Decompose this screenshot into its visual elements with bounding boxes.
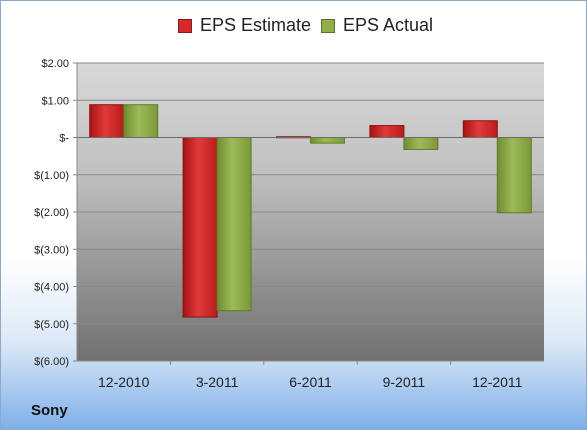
company-label: Sony <box>31 402 68 419</box>
y-tick-label: $(4.00) <box>34 282 69 294</box>
legend-swatch-estimate <box>178 18 192 33</box>
bar-eps-actual <box>123 104 159 138</box>
x-axis: 12-2010 3-2011 6-2011 9-2011 12-2011 <box>98 361 523 390</box>
legend-item-estimate: EPS Estimate <box>178 15 311 36</box>
y-tick-label: $1.00 <box>41 95 69 107</box>
y-tick-label: $(1.00) <box>34 170 69 182</box>
bar-eps-estimate <box>369 125 405 139</box>
bar-eps-estimate <box>89 104 125 138</box>
legend-item-actual: EPS Actual <box>321 15 433 36</box>
y-tick-label: $2.00 <box>41 58 69 70</box>
bar-eps-actual <box>216 137 252 312</box>
legend-swatch-actual <box>321 18 335 33</box>
x-tick-label: 6-2011 <box>289 374 332 390</box>
x-tick-label: 3-2011 <box>196 374 239 390</box>
legend: EPS Estimate EPS Actual <box>1 15 586 41</box>
x-tick-label: 9-2011 <box>383 374 426 390</box>
bar-eps-actual <box>496 137 532 214</box>
y-axis: $2.00 $1.00 $- $(1.00) $(2.00) $(3.00) $(4.00)… <box>34 58 78 368</box>
bar-eps-estimate <box>462 120 498 139</box>
y-tick-label: $(5.00) <box>34 319 69 331</box>
legend-label-estimate: EPS Estimate <box>200 15 312 35</box>
bar-eps-estimate <box>182 137 218 318</box>
y-tick-label: $(2.00) <box>34 207 69 219</box>
y-tick-label: $(6.00) <box>34 356 69 368</box>
legend-label-actual: EPS Actual <box>343 15 434 35</box>
bar-eps-actual <box>310 137 345 144</box>
x-tick-label: 12-2010 <box>98 374 150 390</box>
bar-eps-actual <box>403 137 439 150</box>
y-tick-label: $(3.00) <box>34 244 69 256</box>
y-tick-label: $- <box>59 133 69 145</box>
x-tick-label: 12-2011 <box>472 374 523 390</box>
bars <box>77 104 544 318</box>
